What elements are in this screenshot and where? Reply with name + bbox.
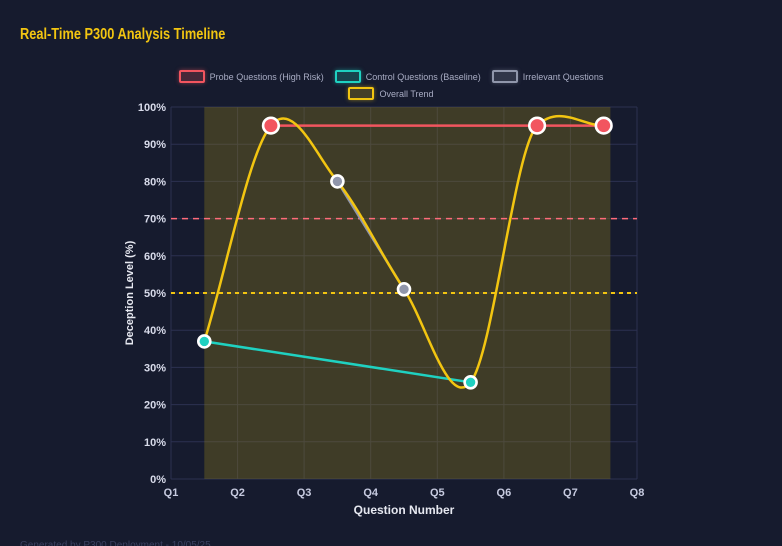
svg-text:20%: 20% <box>144 400 166 412</box>
svg-text:Question Number: Question Number <box>354 503 455 517</box>
svg-text:50%: 50% <box>144 288 166 300</box>
svg-text:10%: 10% <box>144 437 166 449</box>
svg-text:80%: 80% <box>144 176 166 188</box>
svg-text:30%: 30% <box>144 362 166 374</box>
svg-text:Q6: Q6 <box>497 487 512 499</box>
svg-text:70%: 70% <box>144 214 166 226</box>
svg-text:Deception Level (%): Deception Level (%) <box>124 240 136 345</box>
svg-text:90%: 90% <box>144 139 166 151</box>
svg-text:Q3: Q3 <box>297 487 312 499</box>
svg-text:0%: 0% <box>150 474 166 486</box>
svg-text:Q8: Q8 <box>630 487 645 499</box>
svg-text:Q4: Q4 <box>363 487 379 499</box>
svg-text:Q1: Q1 <box>164 487 179 499</box>
svg-text:100%: 100% <box>138 102 166 114</box>
svg-text:60%: 60% <box>144 251 166 263</box>
svg-text:40%: 40% <box>144 325 166 337</box>
svg-text:Q7: Q7 <box>563 487 578 499</box>
svg-text:Q5: Q5 <box>430 487 445 499</box>
svg-text:Q2: Q2 <box>230 487 245 499</box>
